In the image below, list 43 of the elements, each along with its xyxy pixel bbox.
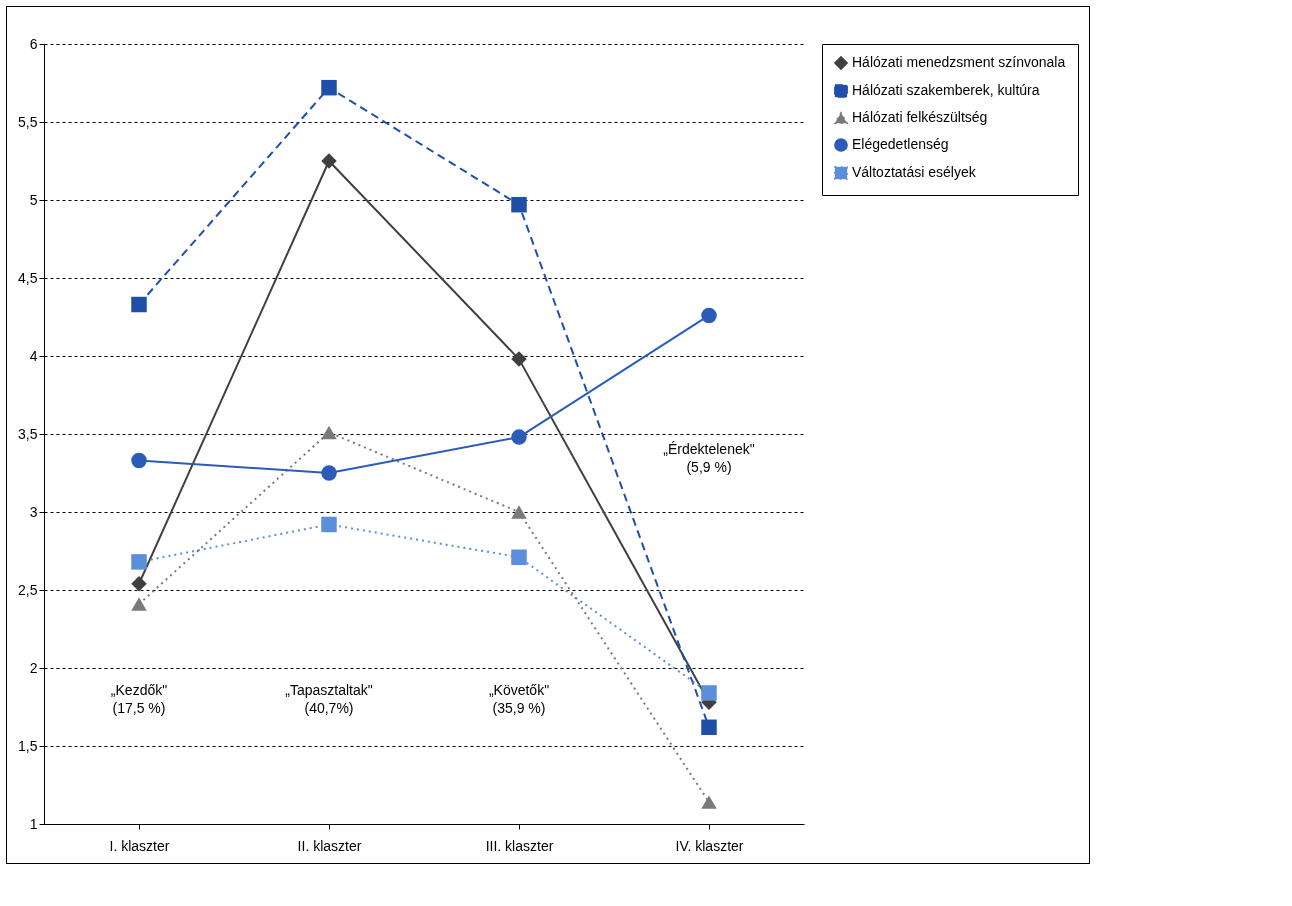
- x-tick-label: II. klaszter: [297, 837, 362, 854]
- x-tick-label: III. klaszter: [485, 837, 554, 854]
- point: [701, 307, 717, 324]
- legend-label: Változtatási esélyek: [852, 164, 977, 180]
- point: [131, 452, 147, 469]
- annotation: „Tapasztaltak" (40,7%): [285, 682, 373, 717]
- point: [131, 576, 147, 592]
- y-tick-label: 3,5: [18, 425, 38, 442]
- legend-label: Hálózati felkészültség: [852, 109, 988, 125]
- legend-label: Elégedetlenség: [852, 136, 949, 152]
- y-tick-label: 4: [29, 347, 38, 364]
- y-tick-label: 1,5: [18, 737, 38, 754]
- annotation: „Kezdők" (17,5 %): [110, 682, 168, 717]
- y-tick-label: 5: [29, 191, 38, 208]
- point: [321, 153, 337, 169]
- point: [511, 351, 527, 367]
- y-tick-label: 2,5: [18, 581, 38, 598]
- y-tick-label: 1: [29, 815, 38, 832]
- point: [511, 549, 527, 565]
- point: [701, 719, 717, 736]
- annotation: „Érdektelenek" (5,9 %): [663, 440, 755, 475]
- point: [131, 597, 147, 611]
- y-tick-label: 6: [29, 35, 38, 52]
- point: [131, 554, 147, 570]
- y-tick-label: 3: [29, 503, 38, 520]
- point: [701, 795, 717, 809]
- y-tick-label: 5,5: [18, 113, 38, 130]
- y-tick-label: 4,5: [18, 269, 38, 286]
- legend-label: Hálózati menedzsment színvonala: [852, 54, 1066, 70]
- annotation: „Követők" (35,9 %): [488, 682, 550, 717]
- y-tick-label: 2: [29, 659, 38, 676]
- legend-label: Hálózati szakemberek, kultúra: [852, 82, 1040, 98]
- point: [511, 196, 527, 213]
- x-tick-label: IV. klaszter: [675, 837, 744, 854]
- point: [321, 79, 337, 96]
- point: [701, 685, 717, 701]
- x-tick-label: I. klaszter: [109, 837, 170, 854]
- point: [321, 425, 337, 440]
- point: [321, 465, 337, 481]
- point: [321, 516, 337, 533]
- point: [511, 505, 527, 519]
- point: [511, 429, 527, 445]
- point: [131, 296, 147, 313]
